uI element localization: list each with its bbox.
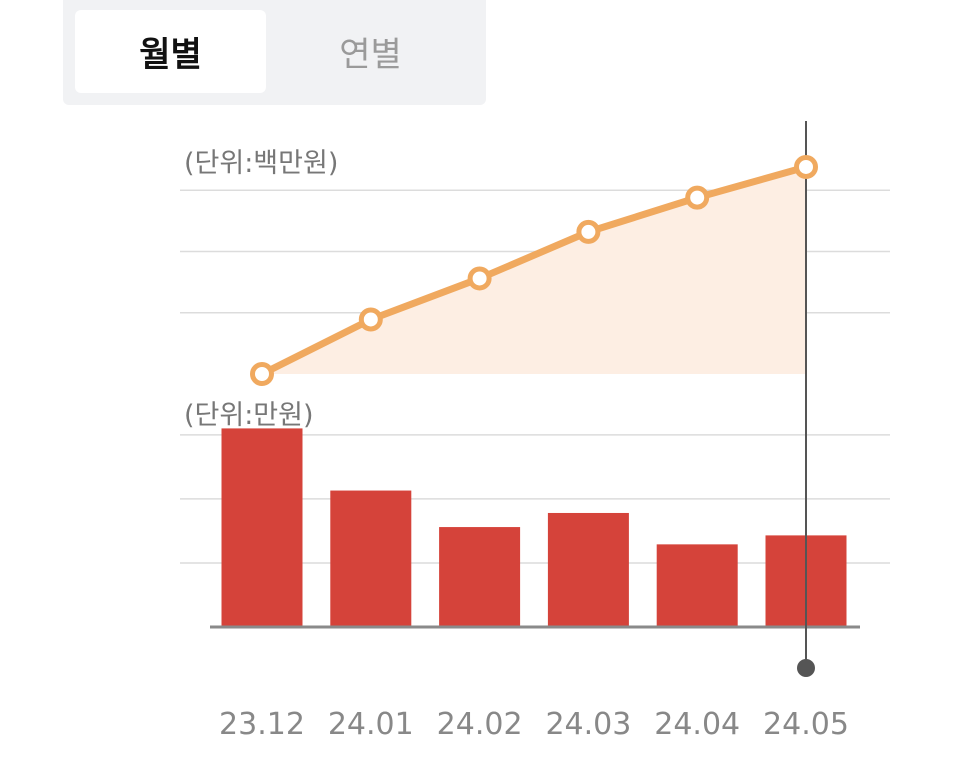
bar-24.02[interactable] bbox=[439, 527, 521, 627]
line-chart-unit-label: (단위:백만원) bbox=[184, 148, 339, 179]
line-point-23.12[interactable] bbox=[250, 362, 274, 386]
x-tick-label: 24.04 bbox=[654, 707, 740, 742]
selection-cursor-handle[interactable] bbox=[797, 659, 815, 677]
line-point-24.01[interactable] bbox=[358, 307, 383, 332]
line-point-24.02[interactable] bbox=[467, 266, 492, 291]
x-tick-label: 24.02 bbox=[437, 707, 523, 742]
x-tick-label: 24.01 bbox=[328, 707, 414, 742]
bar-24.03[interactable] bbox=[547, 512, 629, 627]
period-tabs: 월별 연별 bbox=[63, 0, 486, 105]
line-chart-area-fill bbox=[262, 166, 806, 374]
bar-24.04[interactable] bbox=[656, 544, 738, 627]
bar-24.01[interactable] bbox=[330, 490, 412, 627]
x-tick-label: 24.05 bbox=[763, 707, 849, 742]
tab-yearly[interactable]: 연별 bbox=[339, 35, 402, 75]
line-point-24.04[interactable] bbox=[685, 185, 710, 210]
bar-chart-unit-label: (단위:만원) bbox=[184, 400, 314, 431]
line-series bbox=[258, 163, 810, 378]
x-tick-label: 24.03 bbox=[545, 707, 631, 742]
bar-23.12[interactable] bbox=[221, 428, 303, 627]
x-tick-label: 23.12 bbox=[219, 707, 305, 742]
tab-monthly[interactable]: 월별 bbox=[75, 10, 266, 93]
line-point-24.05[interactable] bbox=[794, 154, 818, 179]
line-point-24.03[interactable] bbox=[576, 219, 601, 244]
